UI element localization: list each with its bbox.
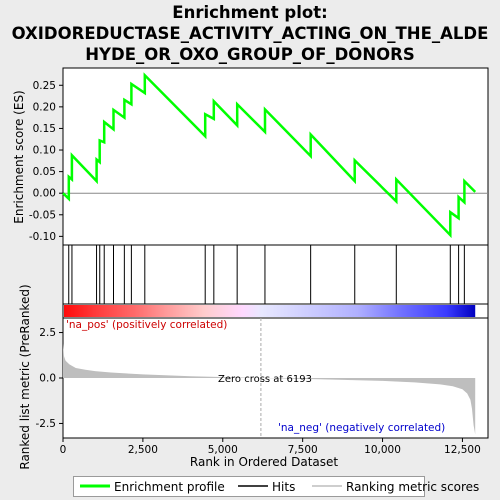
legend-hits-swatch xyxy=(238,485,268,487)
metric-ytick-label: -2.5 xyxy=(36,418,57,430)
chart-title: Enrichment plot: OXIDOREDUCTASE_ACTIVITY… xyxy=(0,2,500,65)
es-y-axis: 0.25 0.20 0.15 0.10 0.05 0.00 -0.05 -0.10 xyxy=(29,80,63,243)
x-axis: 0 2,500 5,000 7,500 10,000 12,500 xyxy=(60,438,481,456)
title-line-3: HYDE_OR_OXO_GROUP_OF_DONORS xyxy=(85,45,415,64)
legend-hits-label: Hits xyxy=(272,480,296,494)
legend-metric-swatch xyxy=(312,485,342,487)
pos-label: 'na_pos' (positively correlated) xyxy=(66,319,227,331)
xtick-label: 5,000 xyxy=(208,444,238,456)
neg-label: 'na_neg' (negatively correlated) xyxy=(278,422,445,434)
metric-ytick-label: 2.5 xyxy=(39,327,56,339)
hit-markers xyxy=(68,245,465,304)
hits-panel-frame xyxy=(62,244,489,305)
es-ytick-label: 0.25 xyxy=(33,80,56,92)
xtick-label: 7,500 xyxy=(288,444,318,456)
es-ytick-label: 0.15 xyxy=(33,123,56,135)
xtick-label: 0 xyxy=(60,444,67,456)
es-ytick-label: 0.20 xyxy=(33,101,56,113)
legend: Enrichment profile Hits Ranking metric s… xyxy=(73,476,479,497)
es-ytick-label: 0.00 xyxy=(33,188,56,200)
legend-es-swatch xyxy=(80,484,110,488)
xtick-label: 10,000 xyxy=(364,444,401,456)
es-panel-frame xyxy=(62,67,489,246)
es-ytick-label: 0.10 xyxy=(33,145,56,157)
es-y-label: Enrichment score (ES) xyxy=(12,90,26,223)
metric-y-label: Ranked list metric (PreRanked) xyxy=(18,284,32,469)
metric-ytick-label: 0.0 xyxy=(39,373,56,385)
es-ytick-label: -0.05 xyxy=(29,209,56,221)
x-axis-label: Rank in Ordered Dataset xyxy=(190,455,338,469)
heatmap-bar xyxy=(64,305,476,317)
ranking-heatmap xyxy=(64,305,476,317)
legend-es-label: Enrichment profile xyxy=(114,480,225,494)
es-ytick-label: -0.10 xyxy=(29,231,56,243)
zero-cross-label: Zero cross at 6193 xyxy=(218,374,312,385)
es-ytick-label: 0.05 xyxy=(33,166,56,178)
title-line-1: Enrichment plot: xyxy=(172,3,328,22)
enrichment-plot: 0.250.200.150.100.050.00-0.05-0.10 2.50.… xyxy=(12,67,489,470)
es-line xyxy=(62,72,477,239)
title-line-2: OXIDOREDUCTASE_ACTIVITY_ACTING_ON_THE_AL… xyxy=(11,24,489,43)
xtick-label: 12,500 xyxy=(444,444,481,456)
metric-y-axis: 2.5 0.0 -2.5 xyxy=(36,327,63,430)
xtick-label: 2,500 xyxy=(128,444,158,456)
legend-metric-label: Ranking metric scores xyxy=(346,480,480,494)
